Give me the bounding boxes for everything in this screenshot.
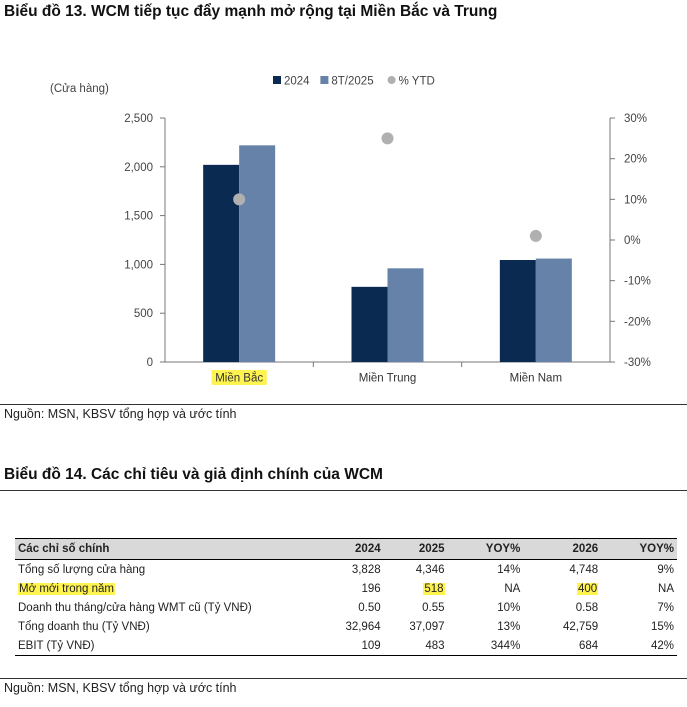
table-cell: 344%: [447, 636, 524, 656]
table-cell: 4,748: [569, 563, 599, 576]
table-cell: 109: [319, 636, 384, 656]
y-tick-label: 0: [147, 357, 153, 369]
table-cell: 0.58: [575, 601, 599, 614]
column-header: 2024: [319, 538, 384, 560]
table-header-row: Các chỉ số chính 2024 2025 YOY% 2026 YOY…: [15, 538, 677, 560]
y2-tick-label: -20%: [624, 316, 651, 328]
bar: [351, 286, 388, 362]
ytd-point: [529, 229, 542, 242]
table-cell: 196: [361, 582, 381, 595]
ytd-point: [381, 132, 394, 145]
table-cell: 42,759: [562, 620, 599, 633]
table-cell: 518: [384, 579, 448, 598]
bar: [387, 268, 424, 362]
legend-swatch: [387, 76, 396, 84]
x-tick-label: Miền Bắc: [215, 372, 263, 385]
column-header: Các chỉ số chính: [15, 538, 320, 560]
table-row: Tổng số lượng cửa hàng 3,828 4,346 14% 4…: [15, 560, 677, 580]
figure-13-source: Nguồn: MSN, KBSV tổng hợp và ước tính: [4, 407, 237, 421]
table-cell: 9%: [657, 563, 674, 576]
table-cell: 483: [383, 636, 448, 656]
divider: [0, 404, 687, 405]
highlighted-value: 400: [576, 582, 599, 595]
table-cell: NA: [504, 582, 521, 595]
table-cell: 684: [523, 636, 602, 656]
metric-label: Mở mới trong năm: [15, 579, 320, 598]
metric-label: Doanh thu tháng/cửa hàng WMT cũ (Tỷ VNĐ): [18, 601, 252, 614]
legend-label: 2024: [284, 76, 310, 88]
table-cell: 4,346: [415, 563, 445, 576]
highlight-mark: [211, 370, 267, 385]
figure-14-title: Biểu đồ 14. Các chỉ tiêu và giả định chí…: [4, 466, 383, 483]
column-header: 2026: [523, 538, 602, 560]
y2-tick-label: 20%: [624, 154, 647, 166]
bar: [535, 258, 572, 362]
bar: [203, 164, 240, 362]
y-axis-label: (Cửa hàng): [50, 83, 109, 95]
table-cell: 13%: [497, 620, 521, 633]
table-row: EBIT (Tỷ VNĐ) 109 483 344% 684 42%: [15, 636, 677, 656]
store-count-chart: (Cửa hàng) 2024 8T/2025 % YTD 0 500 1,000 1,500…: [50, 76, 651, 385]
table-cell: 15%: [650, 620, 674, 633]
y-tick-label: 500: [134, 308, 153, 320]
column-header: YOY%: [447, 538, 524, 560]
legend-swatch: [273, 76, 281, 84]
divider: [0, 678, 687, 679]
column-header: 2025: [383, 538, 448, 560]
table-cell: 7%: [657, 601, 674, 614]
metric-label: Tổng số lượng cửa hàng: [18, 563, 146, 576]
table-cell: NA: [658, 582, 674, 595]
legend-swatch: [320, 76, 329, 84]
figure-13-title: Biểu đồ 13. WCM tiếp tục đẩy mạnh mở rộn…: [4, 3, 498, 20]
ytd-point: [233, 193, 246, 206]
y2-tick-label: -30%: [624, 357, 651, 369]
y-tick-label: 2,500: [124, 113, 153, 125]
x-tick-label: Miền Nam: [510, 373, 562, 385]
column-header: YOY%: [601, 538, 677, 560]
figure-14-source: Nguồn: MSN, KBSV tổng hợp và ước tính: [4, 681, 237, 695]
key-metrics-table: Các chỉ số chính 2024 2025 YOY% 2026 YOY…: [15, 538, 677, 656]
metric-label: EBIT (Tỷ VNĐ): [15, 636, 320, 656]
table-cell: 14%: [497, 563, 521, 576]
y-tick-label: 1,000: [124, 259, 153, 271]
y-tick-label: 2,000: [124, 162, 153, 174]
table-cell: 10%: [497, 601, 521, 614]
highlighted-value: 518: [423, 582, 445, 595]
table-cell: 3,828: [351, 563, 381, 576]
table-cell: 0.55: [422, 601, 445, 614]
divider: [0, 490, 687, 491]
y2-tick-label: 10%: [624, 194, 647, 206]
y2-tick-label: 0%: [624, 235, 641, 247]
legend-label: 8T/2025: [331, 76, 373, 88]
bar: [239, 145, 276, 362]
y2-tick-label: 30%: [624, 113, 647, 125]
y-tick-label: 1,500: [124, 211, 153, 223]
table-cell: 42%: [601, 636, 677, 656]
table-cell: 0.50: [358, 601, 381, 614]
legend-label: % YTD: [399, 76, 435, 88]
table-cell: 32,964: [345, 620, 381, 633]
table-cell: 37,097: [409, 620, 445, 633]
table-row: Tổng doanh thu (Tỷ VNĐ) 32,964 37,097 13…: [15, 617, 677, 636]
highlighted-text: Mở mới trong năm: [18, 582, 115, 595]
table-row: Doanh thu tháng/cửa hàng WMT cũ (Tỷ VNĐ)…: [15, 598, 677, 617]
x-tick-label: Miền Trung: [359, 373, 417, 385]
metric-label: Tổng doanh thu (Tỷ VNĐ): [18, 620, 150, 633]
y2-tick-label: -10%: [624, 276, 651, 288]
bar: [499, 260, 536, 362]
table-row: Mở mới trong năm 196 518 NA 400 NA: [15, 579, 677, 598]
table-cell: 400: [523, 579, 601, 598]
